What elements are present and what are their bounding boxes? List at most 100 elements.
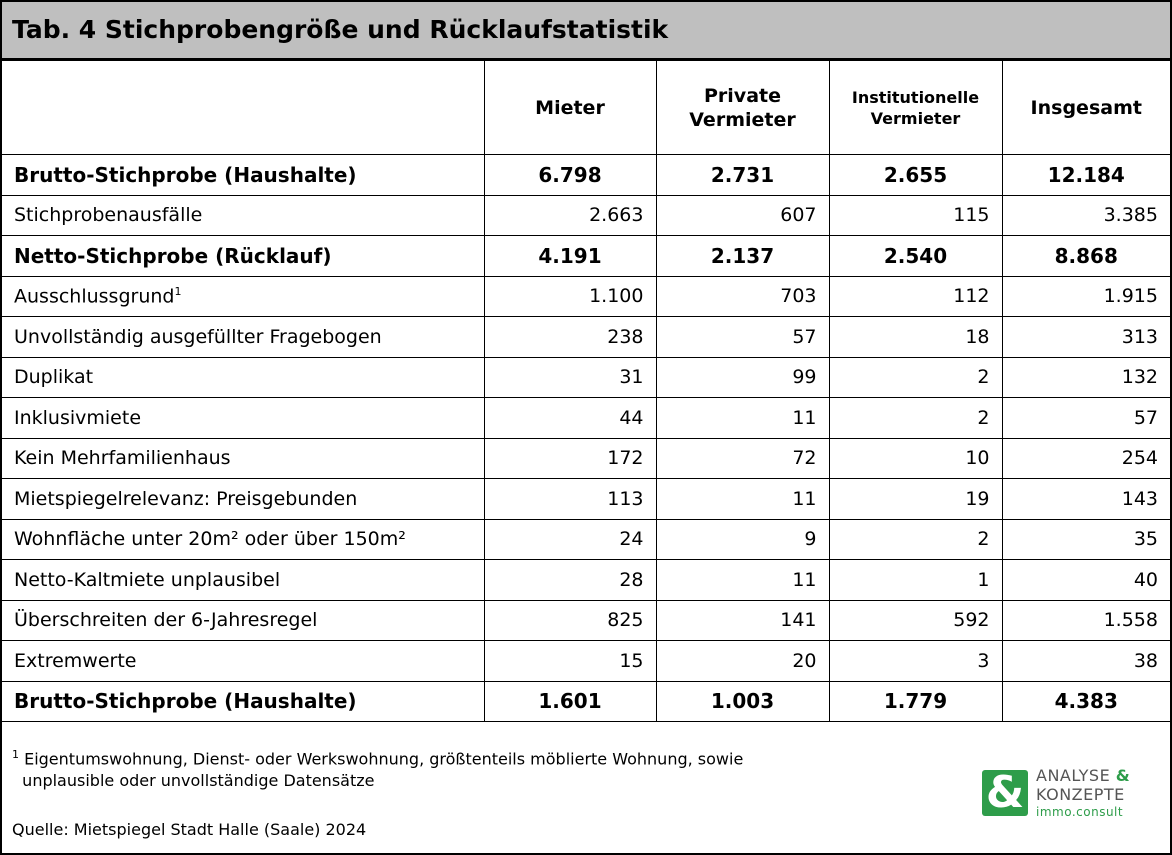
table-cell: 1.003 — [655, 680, 830, 722]
table-cell: 99 — [655, 356, 830, 398]
table-cell: 703 — [655, 275, 830, 317]
logo-symbol: & — [982, 770, 1028, 816]
table-cell: 11 — [655, 478, 830, 520]
header-cell: Institutionelle Vermieter — [828, 60, 1003, 155]
cell-text: 132 — [1121, 366, 1158, 389]
table-cell: Unvollständig ausgefüllter Fragebogen — [2, 316, 485, 358]
cell-text: 313 — [1121, 325, 1158, 348]
logo-line: KONZEPTE — [1036, 785, 1125, 804]
table-cell: 1.915 — [1001, 275, 1170, 317]
table-cell: Brutto-Stichprobe (Haushalte) — [2, 154, 485, 196]
cell-text: 11 — [792, 406, 817, 429]
header-text: Private — [704, 84, 781, 107]
cell-text: 24 — [619, 528, 644, 551]
header-text: Vermieter — [689, 108, 796, 131]
cell-text: 4.383 — [1054, 689, 1118, 714]
logo-text: ANALYSE & — [1036, 766, 1130, 785]
table-row: Unvollständig ausgefüllter Fragebogen 238… — [2, 316, 1170, 358]
logo-line: immo.consult — [1036, 805, 1124, 819]
table-cell: 19 — [828, 478, 1003, 520]
table-cell: 1.100 — [483, 275, 657, 317]
cell-text: 38 — [1133, 649, 1158, 672]
cell-text: 11 — [792, 568, 817, 591]
footnote-marker: 1 — [12, 748, 19, 761]
cell-text: 31 — [619, 366, 644, 389]
header-cell: Insgesamt — [1001, 60, 1170, 155]
cell-text: 825 — [607, 609, 644, 632]
cell-text: Stichprobenausfälle — [14, 204, 203, 227]
cell-text: 15 — [619, 649, 644, 672]
table-cell: 3.385 — [1001, 194, 1170, 236]
header-row: Mieter Private Vermieter Institutionelle Ver… — [2, 60, 1170, 155]
table-cell: 2.731 — [655, 154, 830, 196]
table-cell: Ausschlussgrund1 — [2, 275, 485, 317]
cell-text: 6.798 — [538, 162, 602, 187]
table-cell: 592 — [828, 599, 1003, 641]
cell-text: 607 — [780, 204, 817, 227]
cell-text: Unvollständig ausgefüllter Fragebogen — [14, 325, 382, 348]
table-cell: 313 — [1001, 316, 1170, 358]
cell-text: 2.137 — [710, 243, 775, 268]
header-cell — [2, 60, 485, 155]
cell-text: 172 — [607, 447, 644, 470]
cell-text: Wohnfläche unter 20m² oder über 150m² — [14, 528, 406, 551]
cell-text: 115 — [953, 204, 990, 227]
cell-text: Duplikat — [14, 366, 94, 389]
cell-text: Netto-Stichprobe (Rücklauf) — [14, 243, 332, 268]
header-cell: Private Vermieter — [655, 60, 830, 155]
table-cell: 2.655 — [828, 154, 1003, 196]
cell-text: Brutto-Stichprobe (Haushalte) — [14, 689, 357, 714]
table-cell: 1 — [828, 559, 1003, 601]
header-text: Institutionelle — [851, 87, 980, 107]
cell-text: 18 — [965, 325, 990, 348]
table-cell: 24 — [483, 518, 657, 560]
cell-text: 2.655 — [883, 162, 948, 187]
table-cell: 40 — [1001, 559, 1170, 601]
cell-text: 8.868 — [1054, 243, 1118, 268]
table-row: Stichprobenausfälle 2.663 607 115 3.385 — [2, 194, 1170, 236]
cell-text: 2 — [977, 406, 990, 429]
table-cell: Netto-Kaltmiete unplausibel — [2, 559, 485, 601]
cell-text: 1.779 — [883, 689, 948, 714]
cell-text: 1.601 — [538, 689, 602, 714]
table-cell: Überschreiten der 6-Jahresregel — [2, 599, 485, 641]
table-cell: 2 — [828, 397, 1003, 439]
table-cell: 4.383 — [1001, 680, 1170, 722]
cell-text: 40 — [1133, 568, 1158, 591]
cell-text: 99 — [792, 366, 817, 389]
table-cell: 143 — [1001, 478, 1170, 520]
cell-text: 20 — [792, 649, 817, 672]
table-cell: 10 — [828, 437, 1003, 479]
cell-text: Ausschlussgrund — [14, 285, 175, 308]
table-cell: 57 — [655, 316, 830, 358]
header-text: Vermieter — [870, 108, 961, 128]
cell-text: 112 — [953, 285, 990, 308]
cell-text: 238 — [607, 325, 644, 348]
table-cell: Duplikat — [2, 356, 485, 398]
table-cell: 1.558 — [1001, 599, 1170, 641]
table-body: Brutto-Stichprobe (Haushalte) 6.798 2.731 2… — [2, 154, 1170, 722]
cell-text: 28 — [619, 568, 644, 591]
header-cell: Mieter — [483, 60, 657, 155]
cell-text: Mietspiegelrelevanz: Preisgebunden — [14, 487, 358, 510]
cell-text: Netto-Kaltmiete unplausibel — [14, 568, 281, 591]
cell-text: Kein Mehrfamilienhaus — [14, 447, 231, 470]
table-cell: Extremwerte — [2, 640, 485, 682]
cell-text: 11 — [792, 487, 817, 510]
table-row: Überschreiten der 6-Jahresregel 825 141 592… — [2, 599, 1170, 641]
cell-text: Inklusivmiete — [14, 406, 142, 429]
table-row: Extremwerte 15 20 3 38 — [2, 640, 1170, 682]
table-cell: 28 — [483, 559, 657, 601]
cell-text: 44 — [619, 406, 644, 429]
cell-text: 10 — [965, 447, 990, 470]
table-cell: 12.184 — [1001, 154, 1170, 196]
cell-text: 1.915 — [1103, 285, 1158, 308]
table-cell: 825 — [483, 599, 657, 641]
footnote-ref: 1 — [174, 285, 182, 299]
cell-text: 2 — [977, 366, 990, 389]
table-row: Brutto-Stichprobe (Haushalte) 1.601 1.003 1… — [2, 680, 1170, 722]
table-cell: 57 — [1001, 397, 1170, 439]
cell-text: 1.558 — [1103, 609, 1158, 632]
table-cell: 35 — [1001, 518, 1170, 560]
table-cell: 2 — [828, 518, 1003, 560]
